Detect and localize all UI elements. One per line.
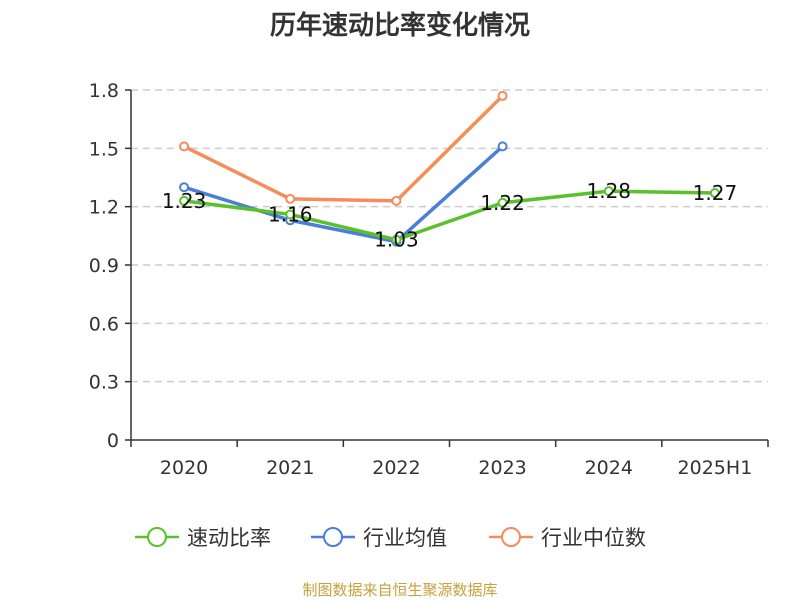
y-tick-label: 0.9: [89, 255, 119, 277]
legend-label: 行业中位数: [541, 526, 646, 550]
x-tick-label: 2024: [585, 457, 633, 479]
legend-marker: [147, 527, 167, 547]
series-line: [183, 145, 504, 244]
data-label: 1.03: [374, 228, 419, 252]
legend-item[interactable]: 行业均值: [311, 526, 447, 550]
axes: 0 0.3 0.6 0.9 1.2 1.5 1.8 2020 2021 2022 2023 2024 2…: [89, 80, 769, 479]
x-tick-label: 2023: [478, 457, 526, 479]
x-tick-label: 2025H1: [678, 457, 753, 479]
y-tick-label: 1.8: [89, 80, 119, 102]
data-label: 1.28: [586, 179, 631, 203]
legend-label: 速动比率: [187, 526, 271, 550]
grid: [131, 89, 768, 383]
data-point: [497, 197, 508, 208]
data-point: [285, 193, 296, 204]
y-tick-label: 0.3: [89, 372, 119, 394]
data-point: [179, 141, 190, 152]
data-point: [497, 141, 508, 152]
legend-marker: [501, 527, 521, 547]
legend-item[interactable]: 速动比率: [135, 526, 271, 550]
data-point: [179, 182, 190, 193]
series-line: [183, 189, 715, 242]
x-tick-label: 2021: [266, 457, 314, 479]
y-tick-label: 0.6: [89, 313, 119, 335]
y-tick-label: 1.2: [89, 197, 119, 219]
data-label: 1.22: [480, 191, 525, 215]
data-point: [603, 186, 614, 197]
series-0: [179, 186, 720, 245]
series-1: [179, 141, 508, 247]
series: [179, 90, 720, 247]
data-labels: 1.23 1.16 1.03 1.22 1.28 1.27: [162, 179, 737, 252]
data-point: [709, 188, 720, 199]
legend-label: 行业均值: [363, 526, 447, 550]
data-label: 1.27: [693, 181, 738, 205]
source-note: 制图数据来自恒生聚源数据库: [302, 581, 497, 599]
x-tick-label: 2020: [160, 457, 208, 479]
legend-marker: [323, 527, 343, 547]
series-line: [183, 94, 504, 203]
data-point: [179, 195, 190, 206]
x-tick-label: 2022: [372, 457, 420, 479]
series-2: [179, 90, 508, 206]
y-tick-label: 1.5: [89, 138, 119, 160]
y-tick-label: 0: [107, 430, 119, 452]
legend[interactable]: 速动比率 行业均值 行业中位数: [135, 526, 646, 550]
chart-title: 历年速动比率变化情况: [270, 10, 530, 41]
data-point: [391, 195, 402, 206]
data-label: 1.16: [268, 202, 313, 226]
legend-item[interactable]: 行业中位数: [489, 526, 646, 550]
data-point: [497, 90, 508, 101]
data-point: [391, 234, 402, 245]
data-point: [285, 209, 296, 220]
data-label: 1.23: [162, 189, 207, 213]
